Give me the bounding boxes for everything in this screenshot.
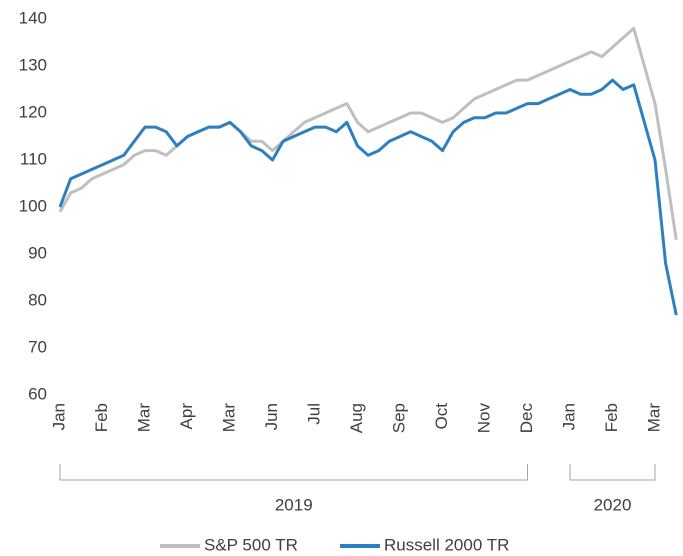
x-tick-label: Sep (389, 403, 408, 433)
y-tick-label: 80 (28, 290, 47, 309)
group-label: 2020 (594, 495, 632, 514)
y-tick-label: 100 (19, 196, 47, 215)
x-tick-label: Apr (177, 403, 196, 430)
x-tick-label: Nov (474, 403, 493, 434)
legend-label: S&P 500 TR (204, 535, 298, 554)
series-line (58, 78, 678, 316)
x-tick-label: Aug (347, 403, 366, 433)
series-line (58, 26, 678, 241)
x-tick-label: Feb (602, 403, 621, 432)
x-tick-label: Dec (517, 403, 536, 434)
legend-label: Russell 2000 TR (384, 535, 509, 554)
y-tick-label: 110 (20, 149, 47, 168)
x-tick-label: Jan (559, 403, 578, 430)
x-tick-label: Oct (432, 403, 451, 430)
y-tick-label: 140 (19, 8, 47, 27)
x-tick-label: Jun (262, 403, 281, 430)
y-tick-label: 120 (19, 102, 47, 121)
group-bracket (569, 464, 656, 481)
x-tick-label: Mar (134, 403, 153, 433)
y-tick-label: 90 (28, 243, 47, 262)
y-tick-label: 130 (19, 55, 47, 74)
x-tick-label: Jul (304, 403, 323, 425)
x-tick-label: Feb (92, 403, 111, 432)
group-label: 2019 (275, 495, 313, 514)
y-tick-label: 60 (28, 384, 47, 403)
x-tick-label: Jan (49, 403, 68, 430)
group-bracket (59, 464, 528, 481)
y-tick-label: 70 (28, 337, 47, 356)
x-tick-label: Mar (219, 403, 238, 433)
x-tick-label: Mar (644, 403, 663, 433)
